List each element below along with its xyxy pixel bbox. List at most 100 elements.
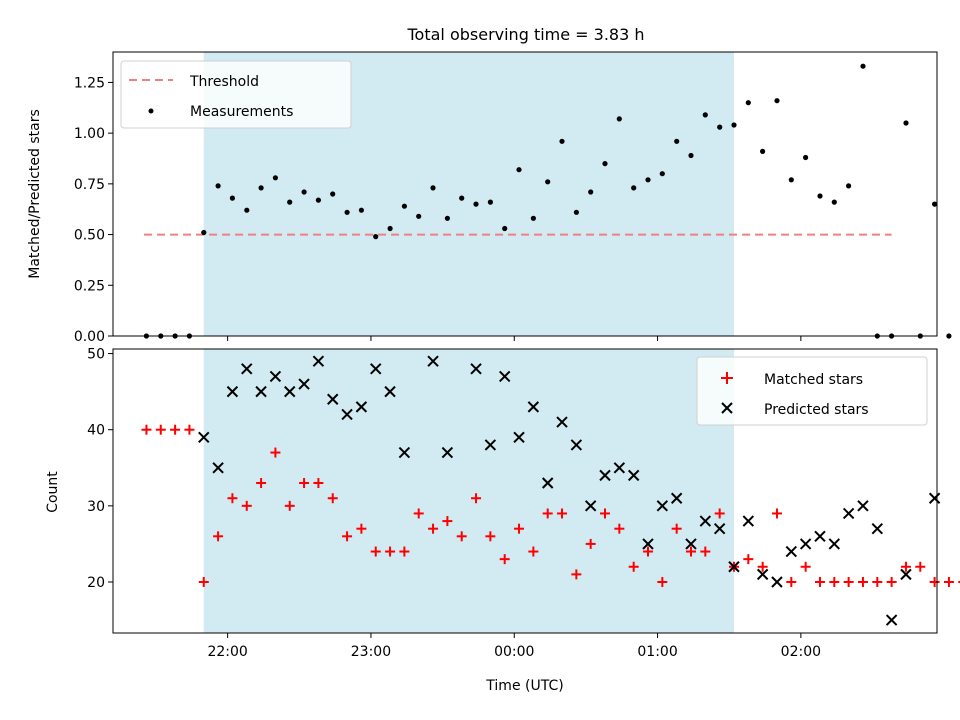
predicted-star-point	[771, 576, 783, 588]
matched-star-point	[542, 508, 553, 519]
measurement-point	[229, 195, 235, 201]
predicted-star-point	[613, 462, 626, 474]
predicted-star-point	[470, 363, 482, 375]
predicted-star-point	[828, 538, 841, 550]
predicted-star-point	[900, 568, 912, 581]
predicted-star-point	[599, 469, 611, 482]
top-legend-box	[120, 60, 352, 129]
predicted-star-point	[226, 385, 239, 398]
matched-star-point	[313, 478, 324, 489]
measurement-point	[430, 185, 436, 191]
matched-star-point	[671, 523, 682, 534]
measurement-point	[788, 177, 794, 183]
measurement-point	[774, 98, 780, 104]
matched-star-point	[356, 523, 367, 534]
measurement-point	[645, 177, 651, 183]
matched-star-point	[370, 546, 381, 557]
matched-star-point	[915, 561, 926, 572]
predicted-star-point	[484, 439, 497, 451]
x-tick-label: 02:00	[781, 644, 821, 660]
predicted-star-point	[785, 545, 798, 558]
bottom-y-ticks: 20 30 40 50	[87, 347, 113, 591]
predicted-star-point	[298, 378, 310, 390]
x-tick-label: 23:00	[351, 644, 391, 660]
measurement-point	[330, 191, 336, 197]
measurement-point	[287, 199, 293, 205]
predicted-star-point	[928, 492, 941, 504]
measurement-point	[559, 138, 565, 144]
bottom-panel: 20 30 40 50 22:00 23:00 00:00 01:00 02:00 Time …	[45, 347, 960, 694]
predicted-star-point	[212, 462, 224, 474]
measurement-point	[688, 152, 694, 159]
predicted-star-point	[885, 614, 898, 626]
top-y-axis-label: Matched/Predicted stars	[27, 109, 43, 279]
bottom-y-tick-label: 50	[87, 347, 105, 363]
predicted-star-point	[527, 401, 540, 413]
predicted-star-point	[728, 561, 740, 573]
matched-star-point	[270, 447, 281, 458]
matched-star-point	[557, 508, 568, 519]
legend-measurements-label: Measurements	[190, 104, 293, 120]
measurement-point	[803, 154, 809, 161]
chart-title: Total observing time = 3.83 h	[406, 25, 644, 44]
matched-star-point	[757, 561, 768, 572]
measurement-point	[215, 183, 221, 189]
measurement-point	[545, 179, 551, 185]
matched-star-point	[141, 424, 152, 435]
predicted-star-point	[842, 507, 855, 520]
matched-star-point	[428, 523, 439, 534]
predicted-star-point	[814, 530, 826, 543]
matched-star-point	[814, 576, 825, 587]
predicted-legend-swatch	[721, 402, 733, 414]
matched-star-point	[241, 500, 252, 511]
measurement-point	[344, 209, 350, 215]
matched-star-point	[829, 576, 840, 587]
matched-star-point	[600, 508, 611, 519]
matched-star-point	[743, 554, 754, 565]
matched-star-point	[614, 523, 625, 534]
measurement-point	[459, 195, 465, 201]
measurement-point	[745, 100, 751, 106]
matched-star-point	[786, 576, 797, 587]
measurement-point	[401, 203, 407, 209]
measurement-point	[631, 185, 637, 191]
measurement-point	[831, 199, 837, 205]
predicted-star-point	[327, 393, 339, 405]
measurement-point	[487, 199, 493, 205]
x-tick-label: 22:00	[207, 644, 247, 660]
bottom-legend-box	[696, 356, 928, 426]
x-tick-label: 01:00	[637, 644, 677, 660]
predicted-star-point	[312, 355, 325, 367]
predicted-star-point	[198, 431, 210, 444]
top-panel: 0.00 0.25 0.50 0.75 1.00 1.25 Total observing…	[27, 25, 952, 345]
measurement-point	[702, 112, 708, 118]
matched-star-point	[256, 478, 267, 489]
measurement-point	[315, 197, 321, 203]
predicted-star-point	[398, 446, 411, 459]
predicted-star-point	[756, 568, 769, 581]
legend-threshold-label: Threshold	[189, 74, 259, 90]
measurement-point	[731, 122, 737, 128]
matched-star-point	[886, 576, 897, 587]
matched-star-point	[456, 531, 467, 542]
bottom-y-tick-label: 30	[87, 499, 105, 515]
matched-star-point	[643, 546, 654, 557]
measurement-point	[674, 138, 680, 144]
measurement-point	[932, 201, 938, 207]
measurement-point	[272, 175, 278, 181]
top-legend: Threshold Measurements	[120, 60, 352, 129]
matched-star-point	[342, 531, 353, 542]
matched-star-point	[399, 546, 410, 557]
measurement-point	[258, 185, 264, 191]
measurement-point	[817, 193, 823, 199]
matched-star-point	[213, 531, 224, 542]
measurement-point	[860, 63, 866, 69]
matched-star-point	[929, 576, 940, 587]
matched-star-point	[227, 493, 238, 504]
matched-star-point	[442, 516, 453, 527]
top-y-tick-label: 0.75	[74, 177, 105, 193]
predicted-star-point	[699, 515, 712, 527]
top-y-tick-label: 0.50	[74, 228, 105, 244]
bottom-legend: Matched stars Predicted stars	[696, 356, 928, 426]
bottom-x-ticks: 22:00 23:00 00:00 01:00 02:00	[207, 633, 821, 660]
